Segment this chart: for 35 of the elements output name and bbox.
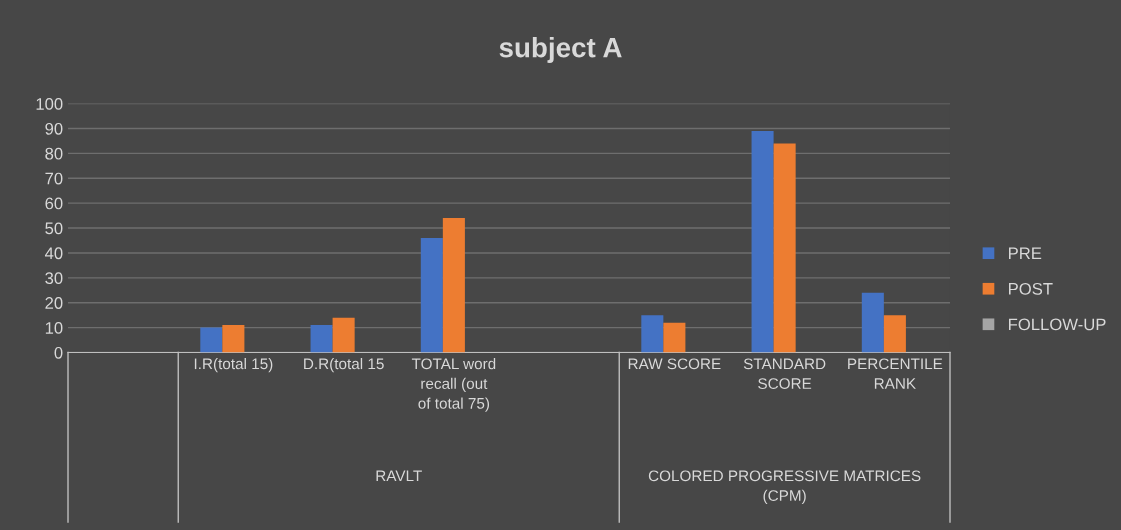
legend-label: PRE bbox=[1009, 247, 1042, 260]
bar bbox=[861, 292, 884, 353]
x-tick-label: TOTAL word recall (out of total 75) bbox=[411, 358, 496, 412]
text: RAVLT bbox=[376, 470, 422, 482]
legend-label: FOLLOW-UP bbox=[1009, 318, 1106, 331]
x-tick-label: PERCENTILE RANK bbox=[848, 358, 943, 389]
x-tick-label: I.R(total 15) bbox=[194, 358, 273, 373]
y-tick-label: 0 bbox=[54, 346, 63, 359]
legend-label: POST bbox=[1009, 282, 1053, 295]
y-tick-label: 60 bbox=[45, 197, 63, 210]
y-tick-label: 90 bbox=[45, 122, 63, 135]
y-tick-label: 100 bbox=[36, 98, 63, 110]
chart-title: subject A bbox=[499, 37, 622, 63]
y-tick-label: 40 bbox=[44, 247, 63, 260]
bar bbox=[751, 130, 774, 353]
x-tick-label: RAW SCORE bbox=[628, 358, 721, 370]
y-tick-label: 80 bbox=[45, 147, 63, 160]
bar bbox=[332, 317, 355, 353]
bar bbox=[420, 238, 443, 353]
bar bbox=[310, 325, 333, 353]
y-tick-label: 20 bbox=[45, 297, 63, 309]
x-tick-label: STANDARD SCORE bbox=[743, 358, 826, 389]
bar bbox=[883, 315, 906, 353]
text: COLORED PROGRESSIVE MATRICES (CPM) bbox=[648, 470, 921, 505]
bar bbox=[641, 315, 664, 353]
bar bbox=[200, 327, 223, 353]
y-tick-label: 70 bbox=[45, 172, 63, 185]
x-tick-label: D.R(total 15 bbox=[304, 358, 384, 373]
y-tick-label: 10 bbox=[45, 322, 63, 334]
bar bbox=[773, 143, 796, 353]
bar bbox=[663, 322, 686, 353]
y-tick-label: 30 bbox=[45, 272, 63, 285]
bar bbox=[442, 218, 465, 353]
bar bbox=[222, 325, 245, 353]
y-tick-label: 50 bbox=[45, 222, 63, 235]
